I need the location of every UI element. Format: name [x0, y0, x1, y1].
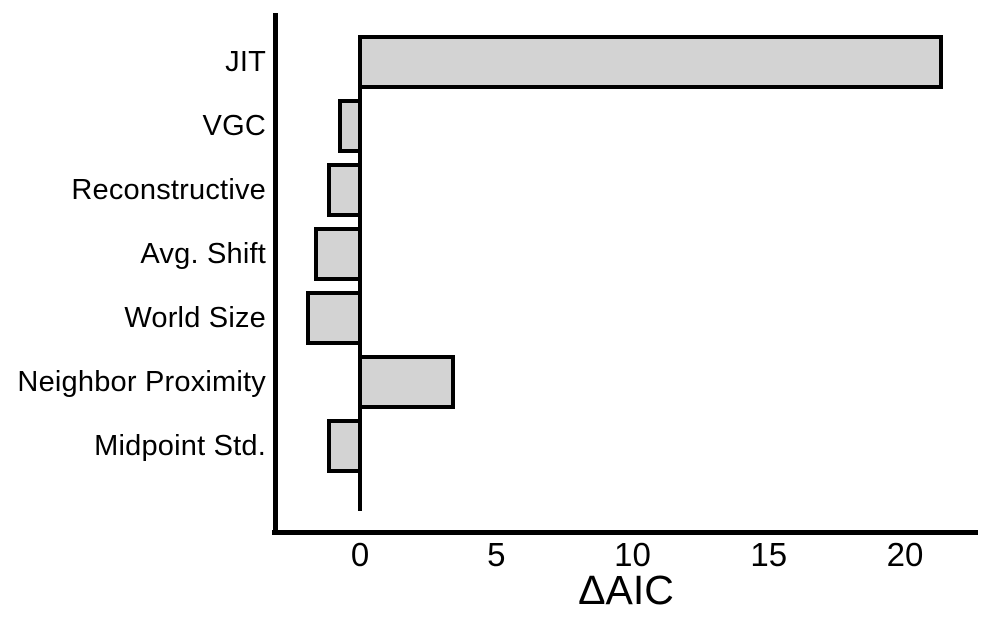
x-tick-label-20: 20 — [886, 536, 924, 573]
bar-neighbor-proximity — [358, 355, 456, 409]
zero-baseline — [358, 35, 362, 511]
category-label-reconstructive: Reconstructive — [71, 173, 266, 206]
x-axis-title: ΔAIC — [578, 567, 674, 613]
bar-world-size — [305, 291, 362, 345]
category-label-jit: JIT — [225, 45, 266, 78]
bar-midpoint-std- — [327, 419, 362, 473]
bar-jit — [358, 35, 944, 89]
category-label-avg-shift: Avg. Shift — [140, 237, 266, 270]
bar-reconstructive — [327, 163, 362, 217]
y-axis-spine — [273, 13, 278, 535]
x-axis-spine — [272, 530, 978, 535]
category-label-midpoint-std-: Midpoint Std. — [94, 429, 266, 462]
bar-avg-shift — [313, 227, 362, 281]
category-label-world-size: World Size — [124, 301, 266, 334]
x-tick-label-15: 15 — [750, 536, 788, 573]
x-tick-label-5: 5 — [487, 536, 506, 573]
category-label-neighbor-proximity: Neighbor Proximity — [17, 365, 266, 398]
category-label-vgc: VGC — [202, 109, 266, 142]
x-tick-label-0: 0 — [350, 536, 370, 573]
x-tick-label-10: 10 — [614, 536, 651, 573]
